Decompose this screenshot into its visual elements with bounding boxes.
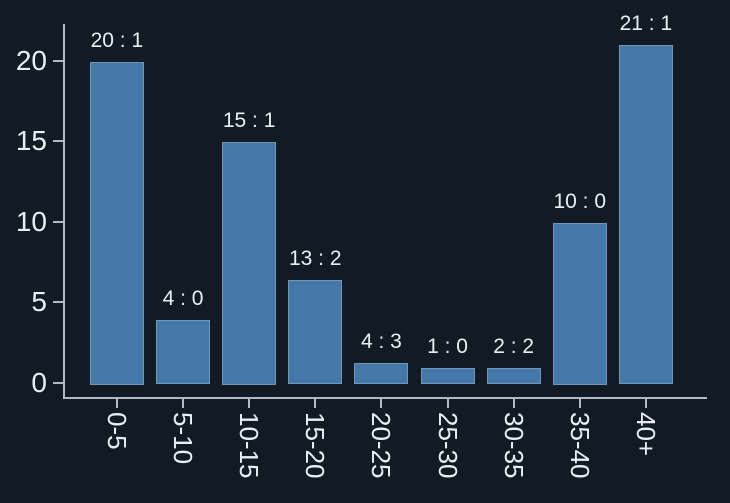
y-axis-tick [53, 220, 63, 223]
y-axis-spine [63, 24, 65, 399]
x-axis-tick-label: 20-25 [366, 412, 397, 479]
bar-value-label: 15 : 1 [222, 109, 276, 133]
x-axis-tick-label: 10-15 [234, 412, 265, 479]
y-axis-tick-label: 20 [15, 44, 47, 76]
y-axis-tick [53, 140, 63, 142]
bar [288, 279, 343, 385]
y-axis-tick-label: 10 [15, 205, 47, 237]
x-axis-spine [63, 397, 707, 399]
bar [552, 223, 607, 385]
x-axis-tick-label: 35-40 [564, 412, 595, 479]
bar [354, 363, 409, 385]
bar [156, 319, 211, 385]
x-axis-tick [644, 398, 647, 408]
bar-value-label: 20 : 1 [90, 28, 144, 52]
x-axis-tick-label: 15-20 [300, 412, 331, 479]
y-axis-tick [53, 301, 63, 303]
bar [420, 368, 475, 385]
bar [618, 45, 673, 385]
bar-value-label: 1 : 0 [427, 335, 468, 359]
bar-value-label: 2 : 2 [493, 335, 535, 359]
bar-value-label: 4 : 0 [162, 286, 204, 310]
bar [222, 142, 277, 385]
x-axis-tick [115, 398, 118, 408]
bar [486, 368, 541, 385]
x-axis-tick [314, 398, 317, 408]
bar-value-label: 4 : 3 [360, 330, 402, 354]
bar [89, 61, 144, 385]
y-axis-tick-label: 5 [31, 286, 47, 317]
x-axis-tick [380, 398, 383, 408]
bar-value-label: 10 : 0 [553, 190, 607, 213]
bar-value-label: 13 : 2 [288, 246, 342, 270]
x-axis-tick [512, 398, 515, 408]
y-axis-tick-label: 0 [31, 366, 47, 398]
y-axis-tick [53, 59, 63, 62]
y-axis-tick [53, 381, 63, 384]
x-axis-tick [578, 398, 581, 408]
x-axis-tick [182, 398, 185, 408]
x-axis-tick-label: 0-5 [101, 412, 132, 450]
x-axis-tick-label: 40+ [630, 412, 661, 457]
x-axis-tick-label: 25-30 [432, 412, 463, 479]
bar-value-label: 21 : 1 [619, 12, 673, 36]
x-axis-tick [446, 398, 449, 408]
x-axis-tick [248, 398, 251, 408]
x-axis-tick-label: 5-10 [168, 412, 199, 465]
y-axis-tick-label: 15 [15, 125, 47, 156]
x-axis-tick-label: 30-35 [498, 412, 529, 479]
